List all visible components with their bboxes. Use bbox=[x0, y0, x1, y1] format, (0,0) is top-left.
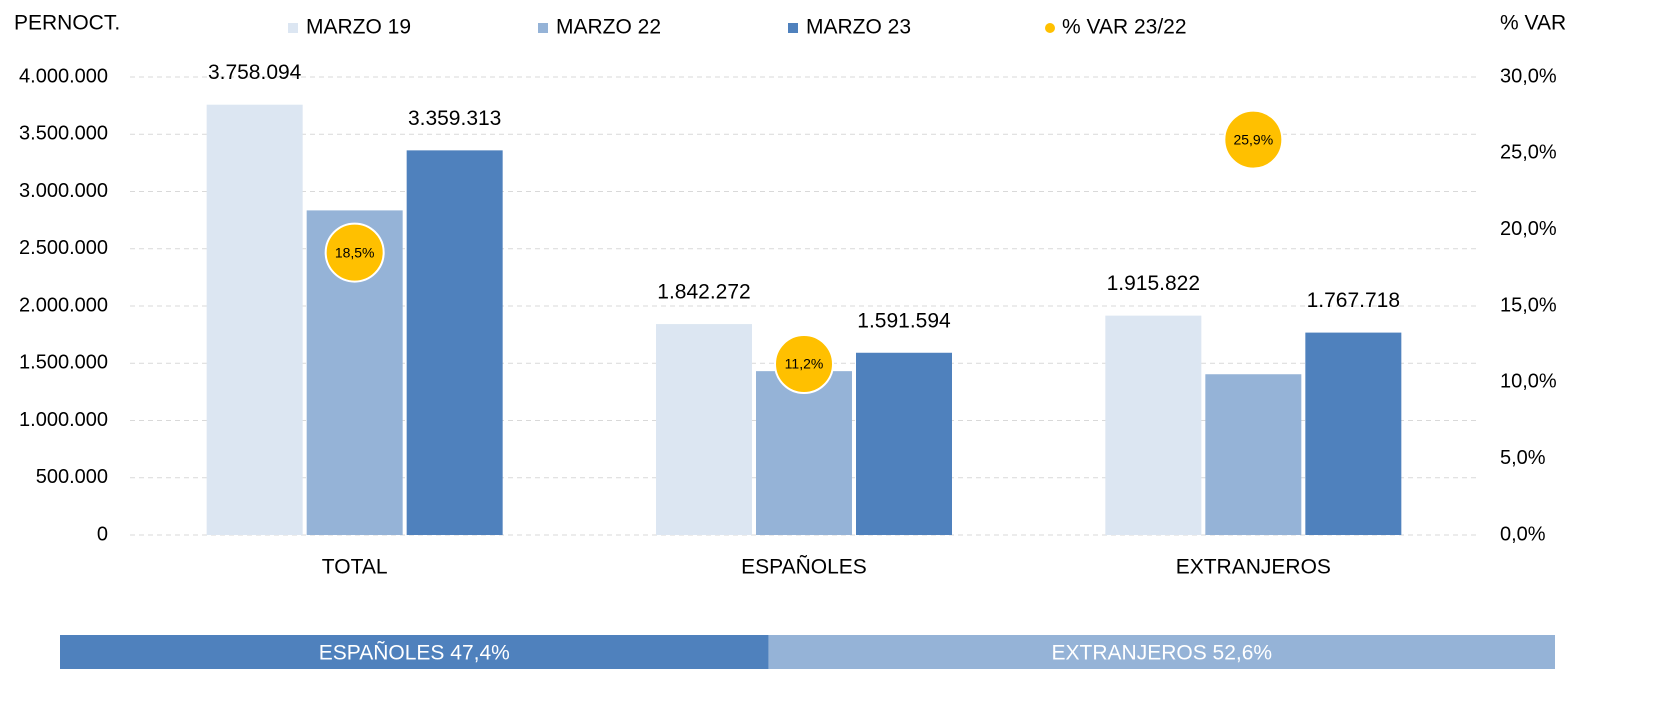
data-label: 1.767.718 bbox=[1307, 289, 1400, 312]
bar bbox=[756, 371, 852, 535]
bar bbox=[1305, 332, 1402, 535]
y-tick-label: 1.500.000 bbox=[19, 352, 108, 374]
bar bbox=[1105, 315, 1202, 535]
y-axis-title: PERNOCT. bbox=[14, 12, 120, 35]
x-tick-label: TOTAL bbox=[322, 556, 388, 579]
x-tick-label: EXTRANJEROS bbox=[1176, 556, 1331, 579]
share-label: ESPAÑOLES 47,4% bbox=[319, 641, 510, 665]
y2-tick-label: 5,0% bbox=[1500, 447, 1546, 469]
y2-tick-label: 0,0% bbox=[1500, 523, 1546, 545]
y2-tick-label: 20,0% bbox=[1500, 218, 1557, 240]
y-tick-label: 0 bbox=[97, 523, 108, 545]
data-label: 25,9% bbox=[1233, 131, 1273, 147]
var-marker bbox=[324, 222, 385, 283]
legend-label: MARZO 19 bbox=[306, 16, 411, 39]
y-tick-label: 500.000 bbox=[36, 466, 108, 488]
y-tick-label: 3.000.000 bbox=[19, 180, 108, 202]
y2-axis-title: % VAR bbox=[1500, 12, 1566, 35]
data-label: 1.842.272 bbox=[657, 281, 750, 304]
y2-tick-label: 30,0% bbox=[1500, 65, 1557, 87]
legend-swatch bbox=[1045, 23, 1055, 33]
legend-label: MARZO 23 bbox=[806, 16, 911, 39]
legend-label: % VAR 23/22 bbox=[1062, 16, 1187, 39]
y-tick-label: 2.000.000 bbox=[19, 294, 108, 316]
var-marker bbox=[774, 334, 834, 395]
bar bbox=[856, 352, 952, 535]
y2-tick-label: 25,0% bbox=[1500, 142, 1557, 164]
data-label: 18,5% bbox=[335, 244, 375, 260]
share-segment bbox=[768, 635, 1555, 669]
bar bbox=[206, 104, 303, 535]
share-label: EXTRANJEROS 52,6% bbox=[1052, 642, 1273, 665]
bar bbox=[1205, 374, 1302, 535]
y-tick-label: 1.000.000 bbox=[19, 409, 108, 431]
y2-tick-label: 10,0% bbox=[1500, 371, 1557, 393]
y-tick-label: 4.000.000 bbox=[19, 65, 108, 87]
x-tick-label: ESPAÑOLES bbox=[741, 555, 867, 579]
data-label: 1.915.822 bbox=[1107, 272, 1200, 295]
data-label: 1.591.594 bbox=[857, 309, 951, 332]
bar bbox=[656, 324, 752, 535]
data-label: 3.758.094 bbox=[208, 61, 302, 84]
legend-swatch bbox=[288, 23, 298, 33]
bar bbox=[406, 150, 503, 536]
data-label: 3.359.313 bbox=[408, 107, 501, 130]
y-tick-label: 3.500.000 bbox=[19, 123, 108, 145]
data-label: 11,2% bbox=[785, 356, 824, 372]
legend-label: MARZO 22 bbox=[556, 16, 661, 39]
legend-swatch bbox=[538, 23, 548, 33]
y2-tick-label: 15,0% bbox=[1500, 294, 1557, 316]
legend-swatch bbox=[788, 23, 798, 33]
var-marker bbox=[1223, 109, 1284, 170]
y-tick-label: 2.500.000 bbox=[19, 237, 108, 259]
share-segment bbox=[60, 635, 769, 669]
